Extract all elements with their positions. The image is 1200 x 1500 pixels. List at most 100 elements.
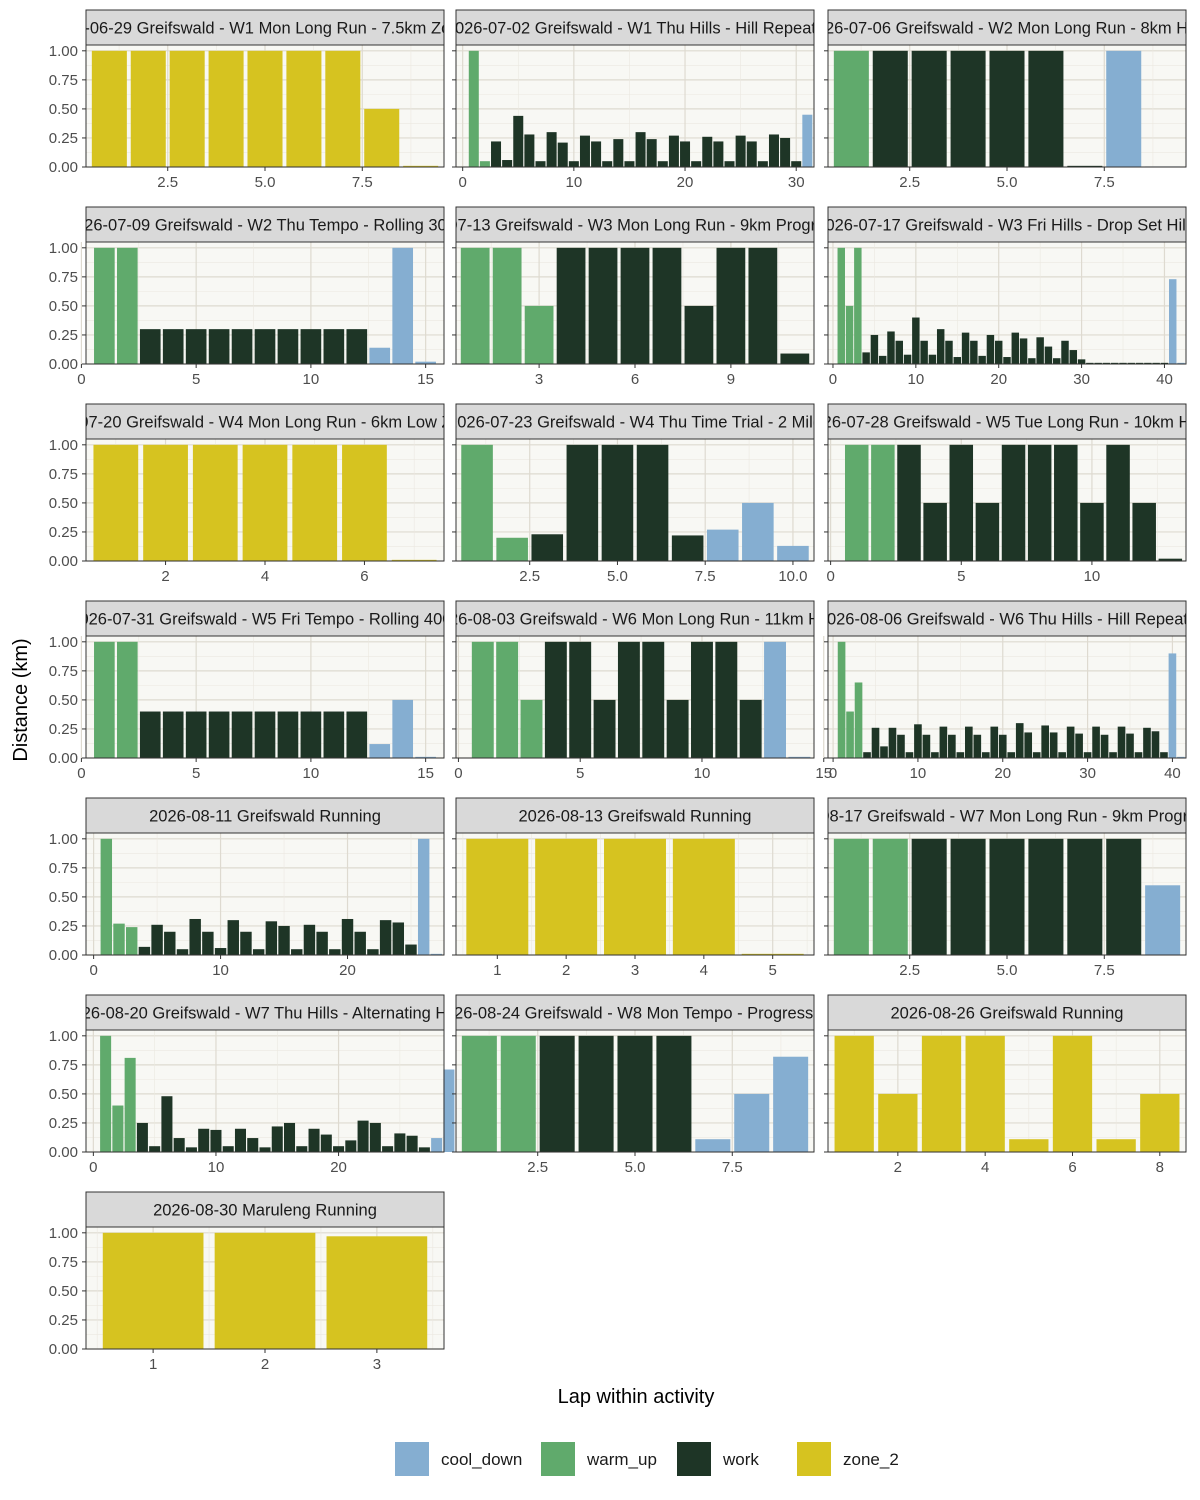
bar-lap-7: [231, 329, 253, 364]
bar-lap-27: [418, 1147, 430, 1152]
bar-lap-5: [870, 334, 879, 364]
bar-lap-9: [277, 329, 299, 364]
bar-lap-9: [905, 752, 914, 758]
bar-lap-10: [914, 724, 922, 758]
x-tick-label: 0: [826, 568, 834, 585]
bar-lap-20: [680, 141, 691, 167]
facet-strip: [827, 403, 1187, 440]
facet-title: 2026-08-13 Greifswald Running: [519, 808, 752, 826]
bar-lap-2: [214, 1232, 316, 1349]
facet-strip: [85, 9, 445, 46]
x-tick-label: 2.5: [519, 568, 540, 585]
bar-lap-6: [878, 355, 887, 364]
x-tick-label: 7.5: [695, 568, 716, 585]
y-tick-label: 0.25: [49, 1312, 78, 1329]
panel-border: [827, 438, 1187, 562]
bar-lap-18: [978, 355, 986, 364]
x-tick-label: 15: [815, 765, 832, 782]
bar-lap-4: [863, 752, 871, 758]
panel-border: [85, 1029, 445, 1153]
bar-lap-15: [956, 752, 965, 758]
bar-lap-11: [1106, 444, 1130, 561]
bar-lap-6: [208, 329, 230, 364]
x-tick-label: 5.0: [255, 174, 276, 191]
bar-lap-15: [278, 925, 290, 955]
bar-lap-25: [405, 944, 417, 955]
bar-lap-24: [1032, 752, 1041, 758]
bar-lap-19: [329, 949, 341, 955]
y-tick-label: 0.75: [49, 663, 78, 680]
bar-lap-12: [346, 711, 368, 758]
bar-lap-10: [568, 161, 579, 167]
facet-title: 2026-07-06 Greifswald - W2 Mon Long Run …: [807, 20, 1200, 38]
bar-lap-27: [1052, 358, 1061, 364]
bar-lap-1: [93, 444, 139, 561]
panel-3: 2026-07-06 Greifswald - W2 Mon Long Run …: [807, 9, 1200, 191]
bar-lap-40: [1160, 362, 1169, 364]
bar-lap-23: [1024, 732, 1033, 758]
panel-5: 2026-07-13 Greifswald - W3 Mon Long Run …: [452, 206, 815, 388]
bar-lap-7: [671, 535, 704, 561]
bar-lap-5: [292, 444, 338, 561]
bar-lap-2: [116, 641, 138, 758]
x-tick-label: 3: [535, 371, 543, 388]
legend-key-cool_down: [395, 1442, 429, 1476]
x-tick-label: 1: [493, 962, 501, 979]
bar-lap-24: [724, 161, 735, 167]
bar-lap-15: [415, 361, 436, 364]
bar-lap-9: [773, 1056, 809, 1152]
panel-17: 2026-08-24 Greifswald - W8 Mon Tempo - P…: [452, 994, 815, 1176]
bar-lap-11: [222, 1146, 234, 1152]
x-tick-label: 0: [458, 174, 466, 191]
x-tick-label: 10: [303, 765, 320, 782]
bar-lap-16: [284, 1122, 296, 1152]
bar-lap-3: [539, 1035, 575, 1152]
bar-lap-25: [394, 1133, 406, 1152]
bar-lap-7: [887, 331, 895, 364]
x-tick-label: 3: [373, 1356, 381, 1373]
bar-lap-25: [1036, 337, 1044, 364]
x-tick-label: 15: [417, 765, 434, 782]
panel-border: [85, 241, 445, 365]
bar-lap-1: [837, 641, 846, 758]
bar-lap-20: [998, 734, 1007, 758]
x-tick-label: 20: [990, 371, 1007, 388]
facet-strip: [85, 1191, 445, 1228]
y-tick-label: 1.00: [49, 831, 78, 848]
bar-lap-10: [912, 317, 920, 364]
bar-lap-3: [524, 305, 554, 364]
bar-lap-3: [125, 927, 138, 955]
x-tick-label: 7.5: [352, 174, 373, 191]
facet-panels: 2026-06-29 Greifswald - W1 Mon Long Run …: [37, 9, 1200, 1373]
panel-9: 2026-07-28 Greifswald - W5 Tue Long Run …: [824, 403, 1187, 585]
bar-lap-7: [325, 50, 361, 167]
panel-border: [455, 635, 815, 759]
bar-lap-7: [617, 641, 640, 758]
bar-lap-9: [1054, 444, 1078, 561]
panel-16: 2026-08-20 Greifswald - W7 Thu Hills - A…: [49, 994, 455, 1176]
bar-lap-2: [112, 1105, 124, 1152]
bar-lap-31: [802, 114, 813, 167]
bar-lap-21: [345, 1140, 357, 1152]
bar-lap-18: [981, 752, 990, 758]
bar-lap-17: [970, 340, 978, 364]
bar-lap-8: [1027, 444, 1052, 561]
bar-lap-4: [162, 329, 184, 364]
y-tick-label: 0.00: [49, 356, 78, 373]
bar-lap-26: [417, 838, 430, 955]
y-tick-label: 0.75: [49, 466, 78, 483]
bar-lap-9: [198, 1128, 210, 1152]
bar-lap-13: [247, 1138, 259, 1152]
x-tick-label: 6: [360, 568, 368, 585]
facet-title: 2026-07-20 Greifswald - W4 Mon Long Run …: [37, 414, 493, 432]
bar-lap-15: [953, 357, 962, 364]
facet-title: 2026-08-03 Greifswald - W6 Mon Long Run …: [431, 611, 840, 629]
bar-lap-1: [834, 1035, 874, 1152]
bar-lap-8: [706, 529, 739, 561]
bar-lap-39: [1152, 362, 1160, 364]
bar-lap-24: [382, 1146, 394, 1152]
facet-title: 2026-08-17 Greifswald - W7 Mon Long Run …: [778, 808, 1200, 826]
bar-lap-11: [323, 329, 345, 364]
panel-border: [827, 1029, 1187, 1153]
